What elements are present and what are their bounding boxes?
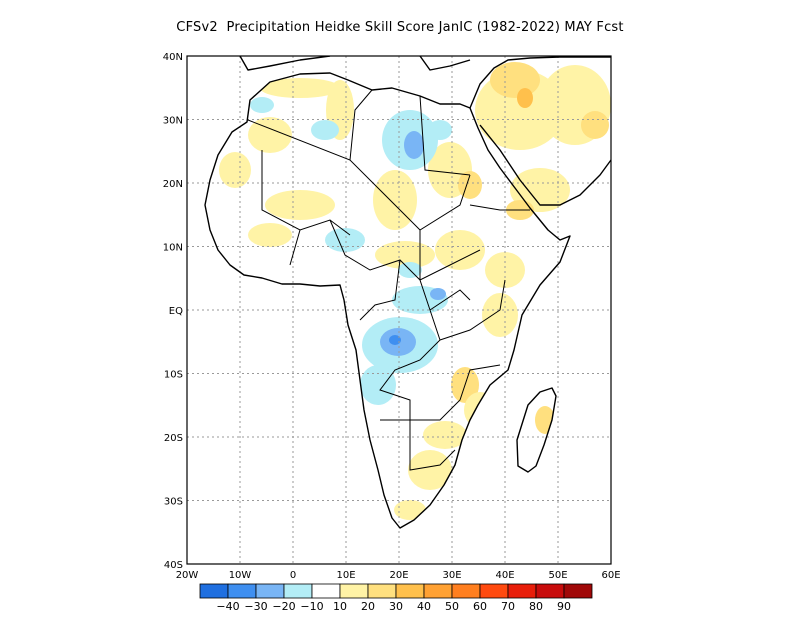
colorbar-swatch — [507, 583, 537, 599]
lon-tick-label: 10E — [336, 570, 355, 581]
lon-tick-label: 40E — [495, 570, 514, 581]
skill-patch — [260, 78, 340, 98]
lon-tick-label: 10W — [229, 570, 252, 581]
skill-patch — [250, 97, 274, 113]
lon-tick-label: 50E — [548, 570, 567, 581]
colorbar-swatch — [367, 583, 397, 599]
country-borders — [247, 89, 530, 471]
lat-tick-label: 30N — [163, 116, 183, 127]
skill-patch — [408, 450, 452, 490]
skill-patch — [219, 152, 251, 188]
skill-patch — [435, 230, 485, 270]
lon-tick-label: 0 — [290, 570, 296, 581]
skill-shading — [219, 62, 611, 520]
colorbar-label: −30 — [244, 600, 267, 613]
colorbar-label: 70 — [501, 600, 515, 613]
lat-tick-label: 30S — [164, 497, 183, 508]
lon-tick-label: 20W — [176, 570, 199, 581]
skill-patch — [423, 421, 467, 449]
lat-tick-label: 10N — [163, 243, 183, 254]
skill-patch — [394, 500, 426, 520]
colorbar-swatch — [311, 583, 341, 599]
colorbar-swatch — [283, 583, 313, 599]
africa-coastline — [204, 72, 571, 529]
colorbar-swatch — [227, 583, 257, 599]
lat-tick-label: EQ — [169, 306, 183, 317]
skill-patch — [325, 228, 365, 252]
skill-patch — [428, 120, 452, 140]
colorbar-swatch — [423, 583, 453, 599]
lat-tick-label: 20S — [164, 433, 183, 444]
madagascar-coastline — [516, 387, 557, 473]
latitude-labels: 40N 30N 20N 10N EQ 10S 20S 30S 40S — [163, 52, 183, 571]
colorbar-label: −20 — [272, 600, 295, 613]
skill-patch — [517, 88, 533, 108]
colorbar-swatch — [479, 583, 509, 599]
colorbar-swatch — [563, 583, 593, 599]
map-frame — [186, 55, 612, 565]
colorbar-swatch — [339, 583, 369, 599]
skill-patch — [404, 131, 424, 159]
colorbar-label: −10 — [300, 600, 323, 613]
skill-patch — [360, 365, 396, 405]
colorbar-swatch — [199, 583, 229, 599]
skill-patch — [430, 288, 446, 300]
skill-patch — [248, 117, 292, 153]
lat-tick-label: 40S — [164, 560, 183, 571]
graticule — [187, 56, 611, 564]
lon-tick-label: 60E — [601, 570, 620, 581]
skill-patch — [389, 335, 401, 345]
skill-patch — [248, 223, 292, 247]
skill-patch — [311, 120, 339, 140]
longitude-labels: 20W 10W 0 10E 20E 30E 40E 50E 60E — [176, 570, 621, 581]
lat-tick-label: 40N — [163, 52, 183, 63]
lat-tick-label: 20N — [163, 179, 183, 190]
med-coast — [239, 56, 471, 71]
lat-tick-label: 10S — [164, 370, 183, 381]
colorbar-label: 20 — [361, 600, 375, 613]
colorbar: −40 −30 −20 −10 10 20 30 40 50 60 70 80 90 — [199, 583, 593, 613]
colorbar-label: −40 — [216, 600, 239, 613]
skill-patch — [485, 252, 525, 288]
lon-tick-label: 20E — [389, 570, 408, 581]
coastlines — [204, 56, 611, 529]
colorbar-swatch — [255, 583, 285, 599]
colorbar-swatch — [395, 583, 425, 599]
skill-patch — [581, 111, 609, 139]
colorbar-label: 90 — [557, 600, 571, 613]
colorbar-label: 30 — [389, 600, 403, 613]
skill-patch — [482, 293, 518, 337]
colorbar-label: 50 — [445, 600, 459, 613]
arabia-coastline — [469, 56, 611, 206]
colorbar-label: 60 — [473, 600, 487, 613]
positive-skill-areas — [219, 62, 611, 520]
colorbar-label: 80 — [529, 600, 543, 613]
colorbar-swatch — [535, 583, 565, 599]
lon-tick-label: 30E — [442, 570, 461, 581]
map-title: CFSv2 Precipitation Heidke Skill Score J… — [176, 20, 624, 35]
colorbar-label: 40 — [417, 600, 431, 613]
skill-patch — [490, 62, 540, 98]
skill-patch — [265, 190, 335, 220]
colorbar-swatch — [451, 583, 481, 599]
colorbar-label: 10 — [333, 600, 347, 613]
skill-patch — [373, 170, 417, 230]
